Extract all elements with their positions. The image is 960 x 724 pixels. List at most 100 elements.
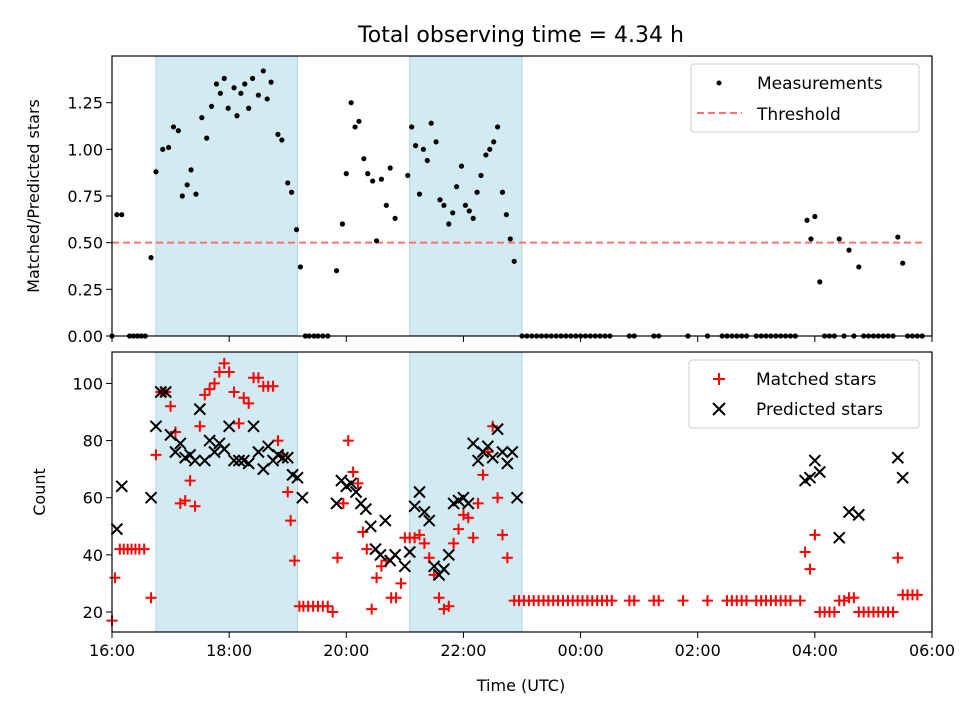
measurement-point: [405, 172, 411, 179]
measurement-point: [255, 92, 262, 98]
predicted-star-point: [222, 420, 236, 433]
measurement-point: [166, 144, 172, 151]
measurement-point: [175, 128, 181, 134]
matched-star-point: [848, 592, 860, 604]
measurement-point: [289, 189, 295, 195]
matched-star-point: [184, 475, 196, 487]
predicted-star-point: [471, 454, 485, 467]
predicted-star-point: [891, 451, 905, 464]
measurement-point: [234, 113, 240, 119]
measurement-point: [392, 215, 398, 221]
matched-star-point: [218, 357, 230, 369]
predicted-star-point: [110, 522, 124, 536]
matched-star-point: [390, 592, 402, 604]
y-tick-label: 40: [83, 546, 103, 565]
measurement-point: [420, 146, 427, 152]
measurement-point: [221, 75, 227, 81]
matched-star-point: [352, 477, 364, 489]
measurement-point: [114, 212, 120, 218]
measurement-point: [242, 81, 248, 87]
predicted-star-point: [491, 422, 504, 436]
measurement-point: [356, 118, 362, 124]
measurement-point: [378, 176, 385, 182]
shaded-band-2: [409, 55, 523, 337]
measurement-point: [895, 234, 901, 240]
matched-star-point: [238, 392, 250, 404]
y-tick-label: 1.25: [67, 94, 103, 113]
y-tick-label: 0.00: [67, 327, 103, 346]
measurement-point: [412, 143, 419, 149]
measurement-point: [361, 156, 367, 162]
count-points: [106, 357, 923, 627]
measurement-point: [483, 152, 489, 158]
x-tick-label: 22:00: [440, 641, 486, 660]
matched-star-point: [828, 606, 840, 618]
predicted-star-point: [466, 437, 480, 450]
predicted-star-point: [437, 562, 451, 576]
legend-predicted-marker: [712, 402, 726, 416]
top-y-axis-label: Matched/Predicted stars: [24, 99, 43, 293]
measurement-point: [458, 163, 465, 169]
matched-star-point: [911, 589, 923, 601]
matched-star-point: [282, 486, 294, 498]
measurement-point: [503, 212, 509, 218]
predicted-star-point: [486, 451, 499, 464]
y-tick-label: 100: [72, 374, 103, 393]
predicted-star-point: [403, 545, 416, 559]
measurement-point: [453, 184, 460, 190]
matched-star-point: [414, 529, 425, 541]
measurement-point: [204, 135, 210, 141]
x-tick-label: 06:00: [909, 641, 955, 660]
matched-star-point: [327, 606, 339, 618]
matched-star-point: [199, 389, 211, 401]
matched-star-point: [165, 400, 177, 412]
measurement-point: [333, 268, 340, 274]
measurement-point: [478, 172, 484, 179]
measurement-point: [474, 189, 480, 195]
predicted-star-point: [388, 548, 402, 562]
predicted-star-point: [218, 442, 231, 456]
y-tick-label: 60: [83, 489, 103, 508]
measurement-point: [279, 137, 285, 143]
measurement-point: [193, 191, 199, 197]
matched-star-point: [342, 435, 354, 447]
measurement-point: [856, 264, 862, 270]
legend-matched-marker: [713, 373, 725, 385]
matched-star-point: [337, 497, 349, 509]
measurement-point: [812, 213, 818, 220]
predicted-star-point: [462, 497, 475, 510]
matched-star-point: [145, 592, 157, 604]
bottom-legend: Matched stars Predicted stars: [688, 359, 920, 429]
matched-star-point: [194, 420, 206, 432]
top-shaded-bands: [155, 55, 523, 337]
measurement-point: [836, 236, 842, 242]
measurement-point: [199, 115, 205, 121]
predicted-star-point: [842, 505, 856, 519]
matched-star-point: [209, 377, 220, 389]
measurement-point: [293, 227, 300, 233]
matched-star-point: [189, 500, 201, 512]
measurement-point: [370, 178, 376, 184]
matched-star-point: [487, 420, 499, 432]
predicted-star-point: [413, 485, 426, 499]
measurement-point: [441, 202, 447, 208]
x-tick-label: 04:00: [792, 641, 838, 660]
measurement-point: [365, 171, 371, 177]
predicted-star-point: [115, 480, 128, 493]
matched-star-point: [204, 383, 216, 395]
top-panel: 0.00 0.25 0.50 0.75 1.00 1.25 Matched/Predict…: [24, 55, 933, 346]
measurement-point: [285, 180, 291, 186]
matched-star-point: [138, 543, 150, 555]
bottom-shaded-bands: [155, 351, 523, 633]
bottom-y-ticks: 20 40 60 80 100: [72, 374, 112, 622]
predicted-star-point: [208, 445, 221, 459]
predicted-star-point: [808, 454, 822, 467]
measurement-point: [246, 105, 252, 111]
legend-matched-label: Matched stars: [756, 370, 876, 390]
measurement-point: [817, 279, 823, 285]
measurement-point: [437, 197, 443, 203]
y-tick-label: 1.00: [67, 140, 103, 159]
matched-star-point: [233, 417, 245, 429]
measurement-point: [466, 208, 472, 214]
